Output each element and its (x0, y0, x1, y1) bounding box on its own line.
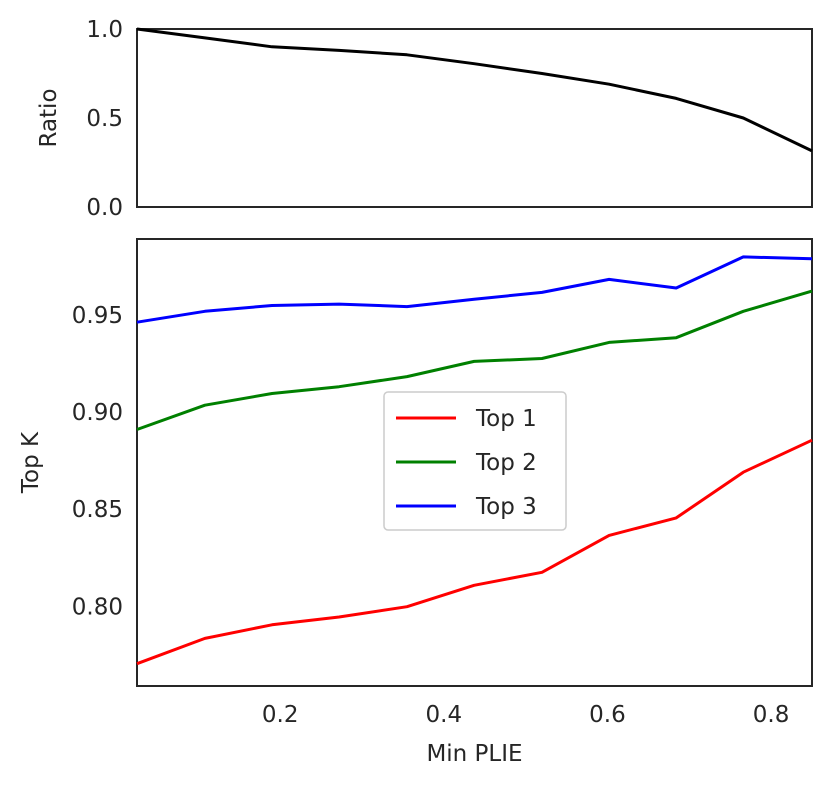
legend-box (383, 391, 567, 531)
legend-item-top-3: Top 3 (396, 494, 537, 520)
ratio-series-group (136, 27, 813, 153)
topk-x-ticks: 0.2 0.4 0.6 0.8 (262, 702, 789, 728)
topk-y-tick-label: 0.90 (72, 400, 123, 426)
topk-plot-frame (136, 238, 813, 687)
x-tick-label: 0.6 (589, 702, 626, 728)
topk-y-tick-label: 0.95 (72, 303, 123, 329)
ratio-series-line (136, 27, 813, 153)
x-tick-label: 0.4 (426, 702, 463, 728)
series-line-top-1 (136, 438, 813, 666)
legend-label: Top 1 (475, 406, 537, 432)
legend-label: Top 2 (475, 450, 537, 476)
ratio-y-ticks: 0.0 0.5 1.0 (86, 17, 123, 221)
series-line-top-2 (136, 289, 813, 431)
legend-item-top-1: Top 1 (396, 406, 537, 432)
topk-y-ticks: 0.80 0.85 0.90 0.95 (72, 303, 123, 621)
x-axis-label: Min PLIE (426, 741, 522, 767)
legend-item-top-2: Top 2 (396, 450, 537, 476)
legend: Top 1 Top 2 Top 3 (383, 391, 567, 531)
topk-panel: 0.80 0.85 0.90 0.95 0.2 0.4 0.6 0.8 Top K Min … (18, 238, 813, 767)
ratio-y-tick-label: 0.5 (86, 106, 123, 132)
ratio-plot-frame (136, 28, 813, 208)
legend-items: Top 1 Top 2 Top 3 (396, 406, 537, 520)
series-line-top-3 (136, 255, 813, 324)
ratio-y-tick-label: 0.0 (86, 195, 123, 221)
ratio-y-axis-label: Ratio (36, 88, 62, 147)
topk-y-tick-label: 0.85 (72, 497, 123, 523)
topk-y-tick-label: 0.80 (72, 594, 123, 620)
x-tick-label: 0.8 (753, 702, 790, 728)
topk-series-group (136, 255, 813, 666)
ratio-panel: 0.0 0.5 1.0 Ratio (36, 17, 813, 221)
topk-y-axis-label: Top K (18, 431, 44, 494)
x-tick-label: 0.2 (262, 702, 299, 728)
ratio-y-tick-label: 1.0 (86, 17, 123, 43)
legend-label: Top 3 (475, 494, 537, 520)
